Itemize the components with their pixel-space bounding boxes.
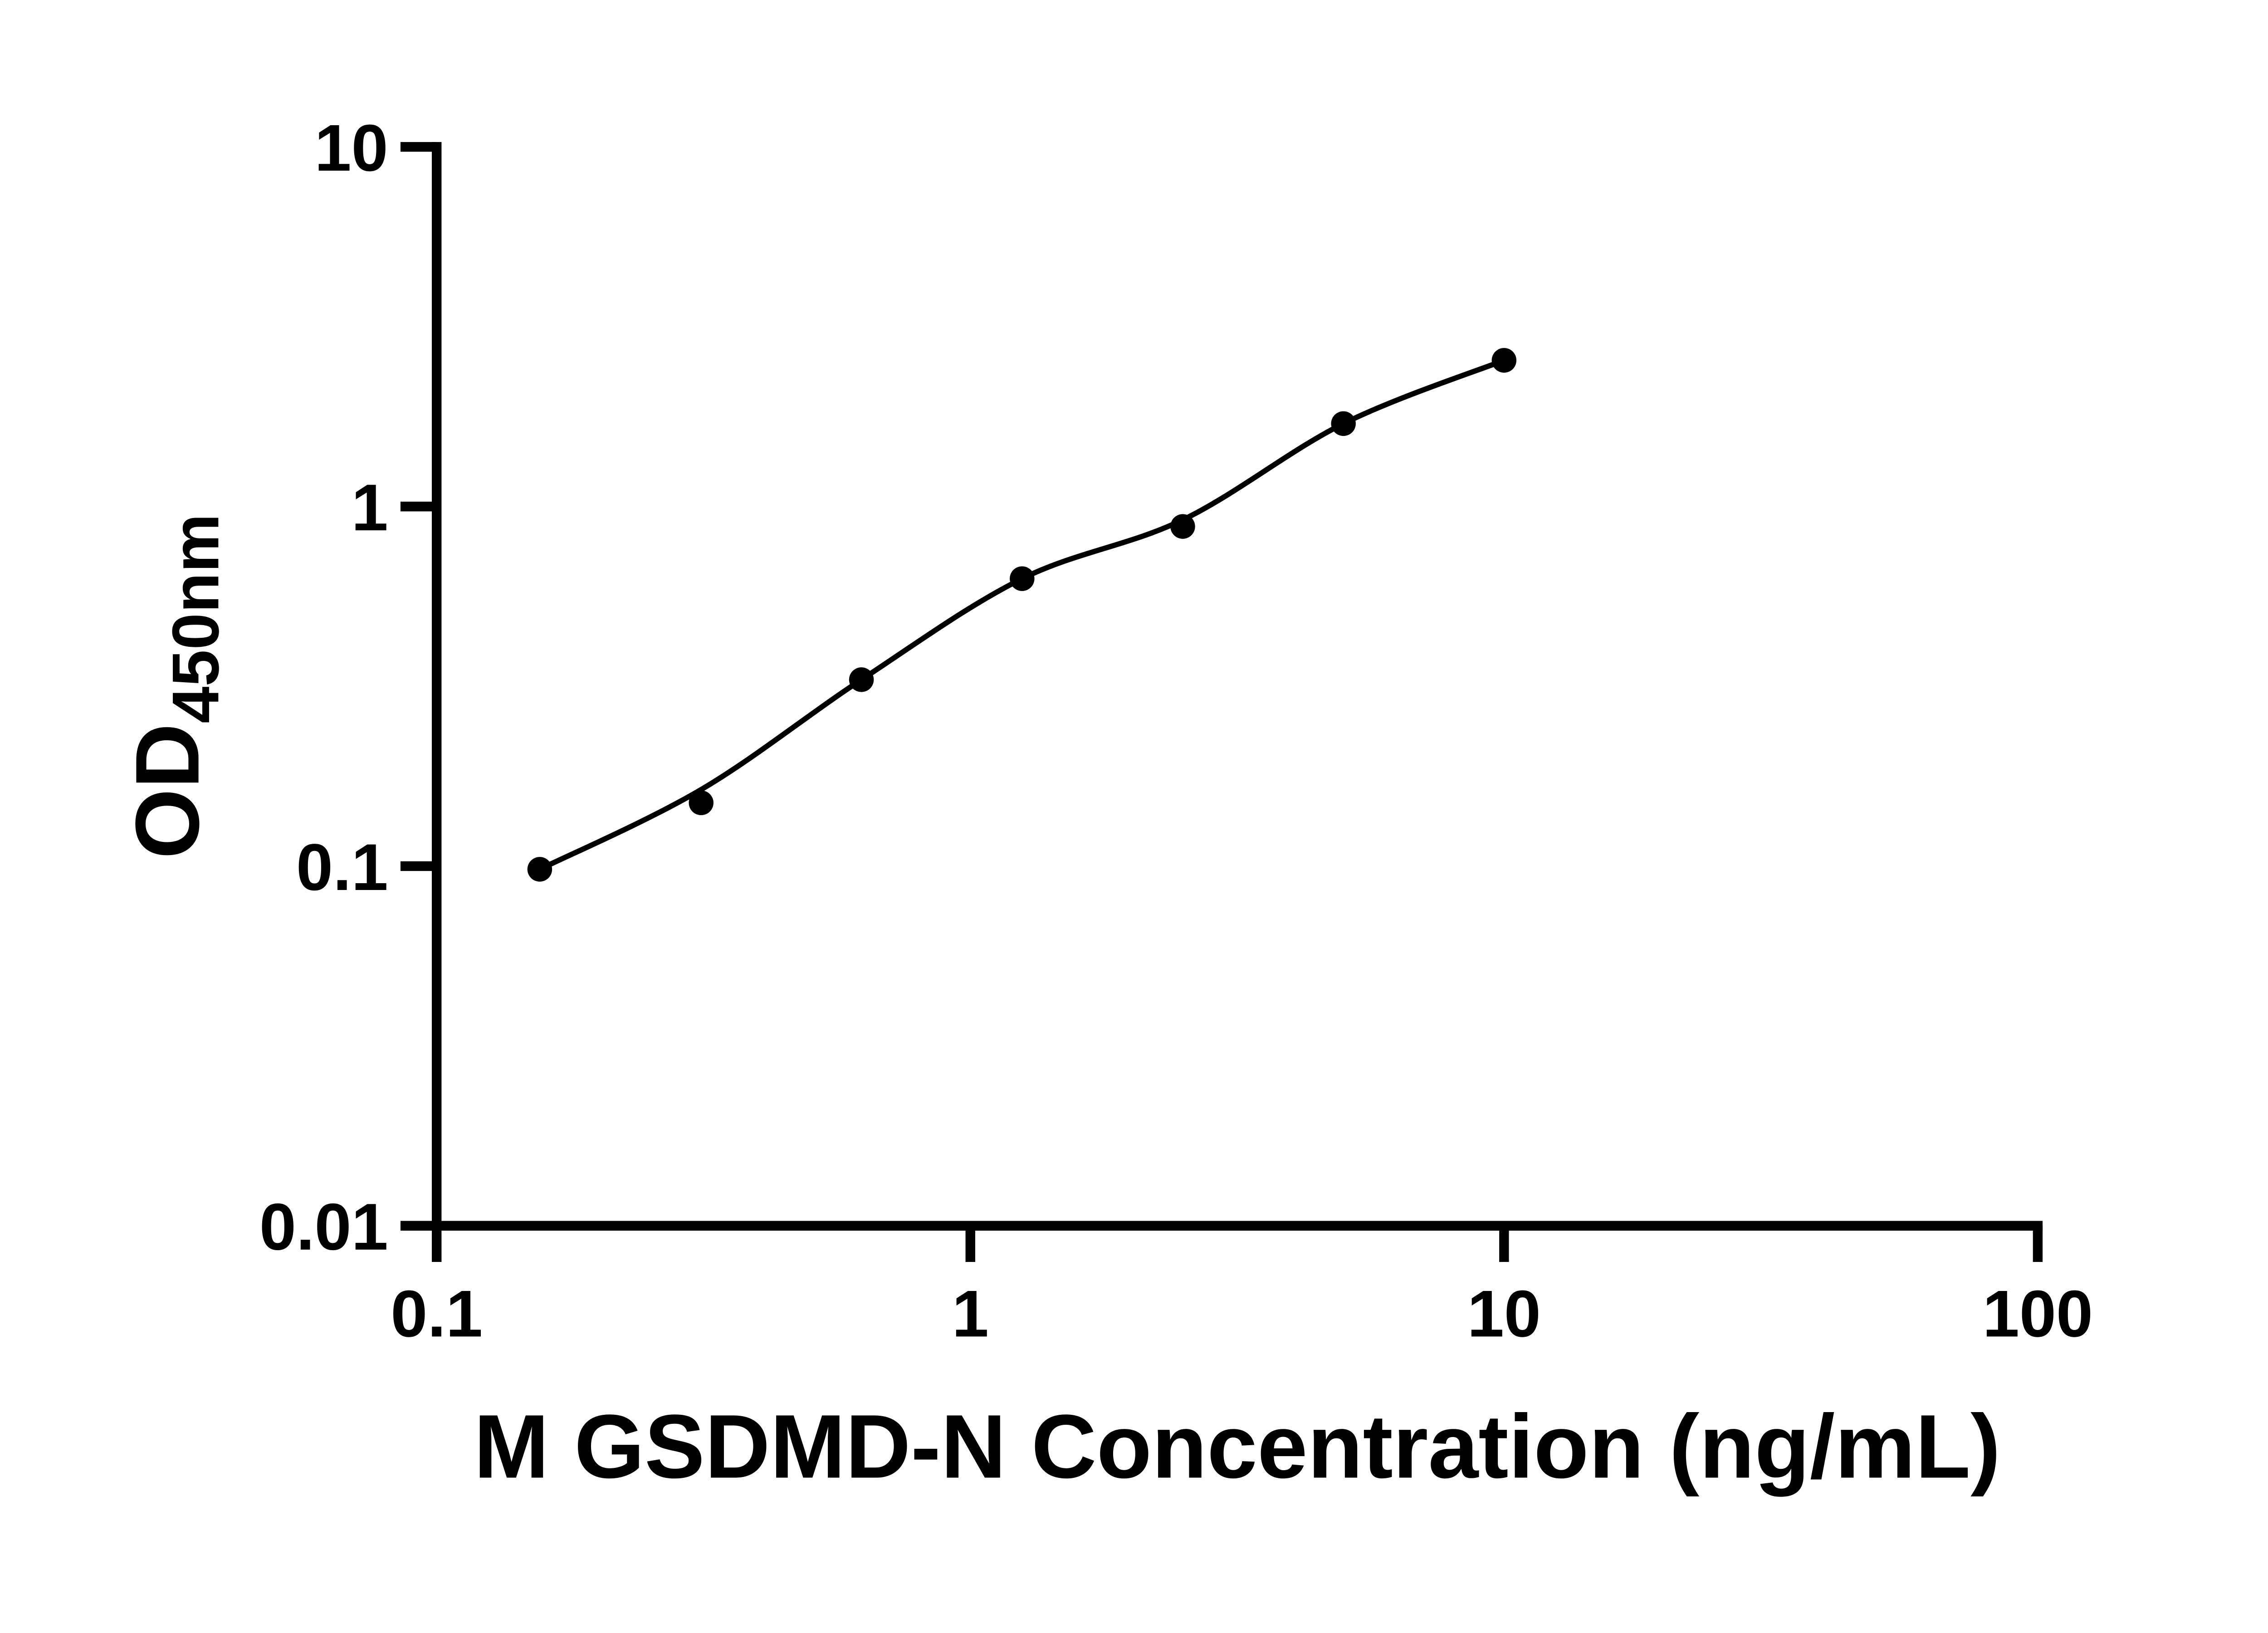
x-tick-label: 1 <box>952 1276 989 1350</box>
data-point <box>849 667 874 692</box>
x-tick-label: 0.1 <box>391 1276 483 1350</box>
x-axis-tick-labels: 0.1 1 10 100 <box>391 1276 2093 1350</box>
y-axis-ticks <box>400 142 437 1231</box>
data-point <box>527 857 552 882</box>
elisa-standard-curve-figure: 10 1 0.1 0.01 0.1 1 10 100 M GSDMD-N Concentra… <box>0 0 2268 1588</box>
x-tick-label: 100 <box>1983 1276 2093 1350</box>
x-tick-label: 10 <box>1467 1276 1541 1350</box>
data-point <box>1170 514 1195 539</box>
data-point <box>1491 348 1517 373</box>
y-tick-label: 0.1 <box>296 830 388 904</box>
data-point <box>689 790 714 816</box>
x-axis-ticks <box>431 1226 2043 1262</box>
y-tick-label: 1 <box>352 470 388 544</box>
y-tick-label: 0.01 <box>259 1190 388 1264</box>
x-axis-title: M GSDMD-N Concentration (ng/mL) <box>474 1396 2000 1497</box>
plot-background <box>0 0 2268 1588</box>
y-axis-title-subscript: 450nm <box>158 513 232 723</box>
y-axis-tick-labels: 10 1 0.1 0.01 <box>259 111 388 1263</box>
data-points <box>527 348 1517 882</box>
axes <box>431 142 2043 1231</box>
data-point <box>1010 566 1035 591</box>
y-axis-title: OD450nm <box>117 513 233 859</box>
data-point <box>1331 411 1356 436</box>
y-axis-title-main: OD <box>117 724 218 859</box>
y-tick-label: 10 <box>314 111 388 185</box>
